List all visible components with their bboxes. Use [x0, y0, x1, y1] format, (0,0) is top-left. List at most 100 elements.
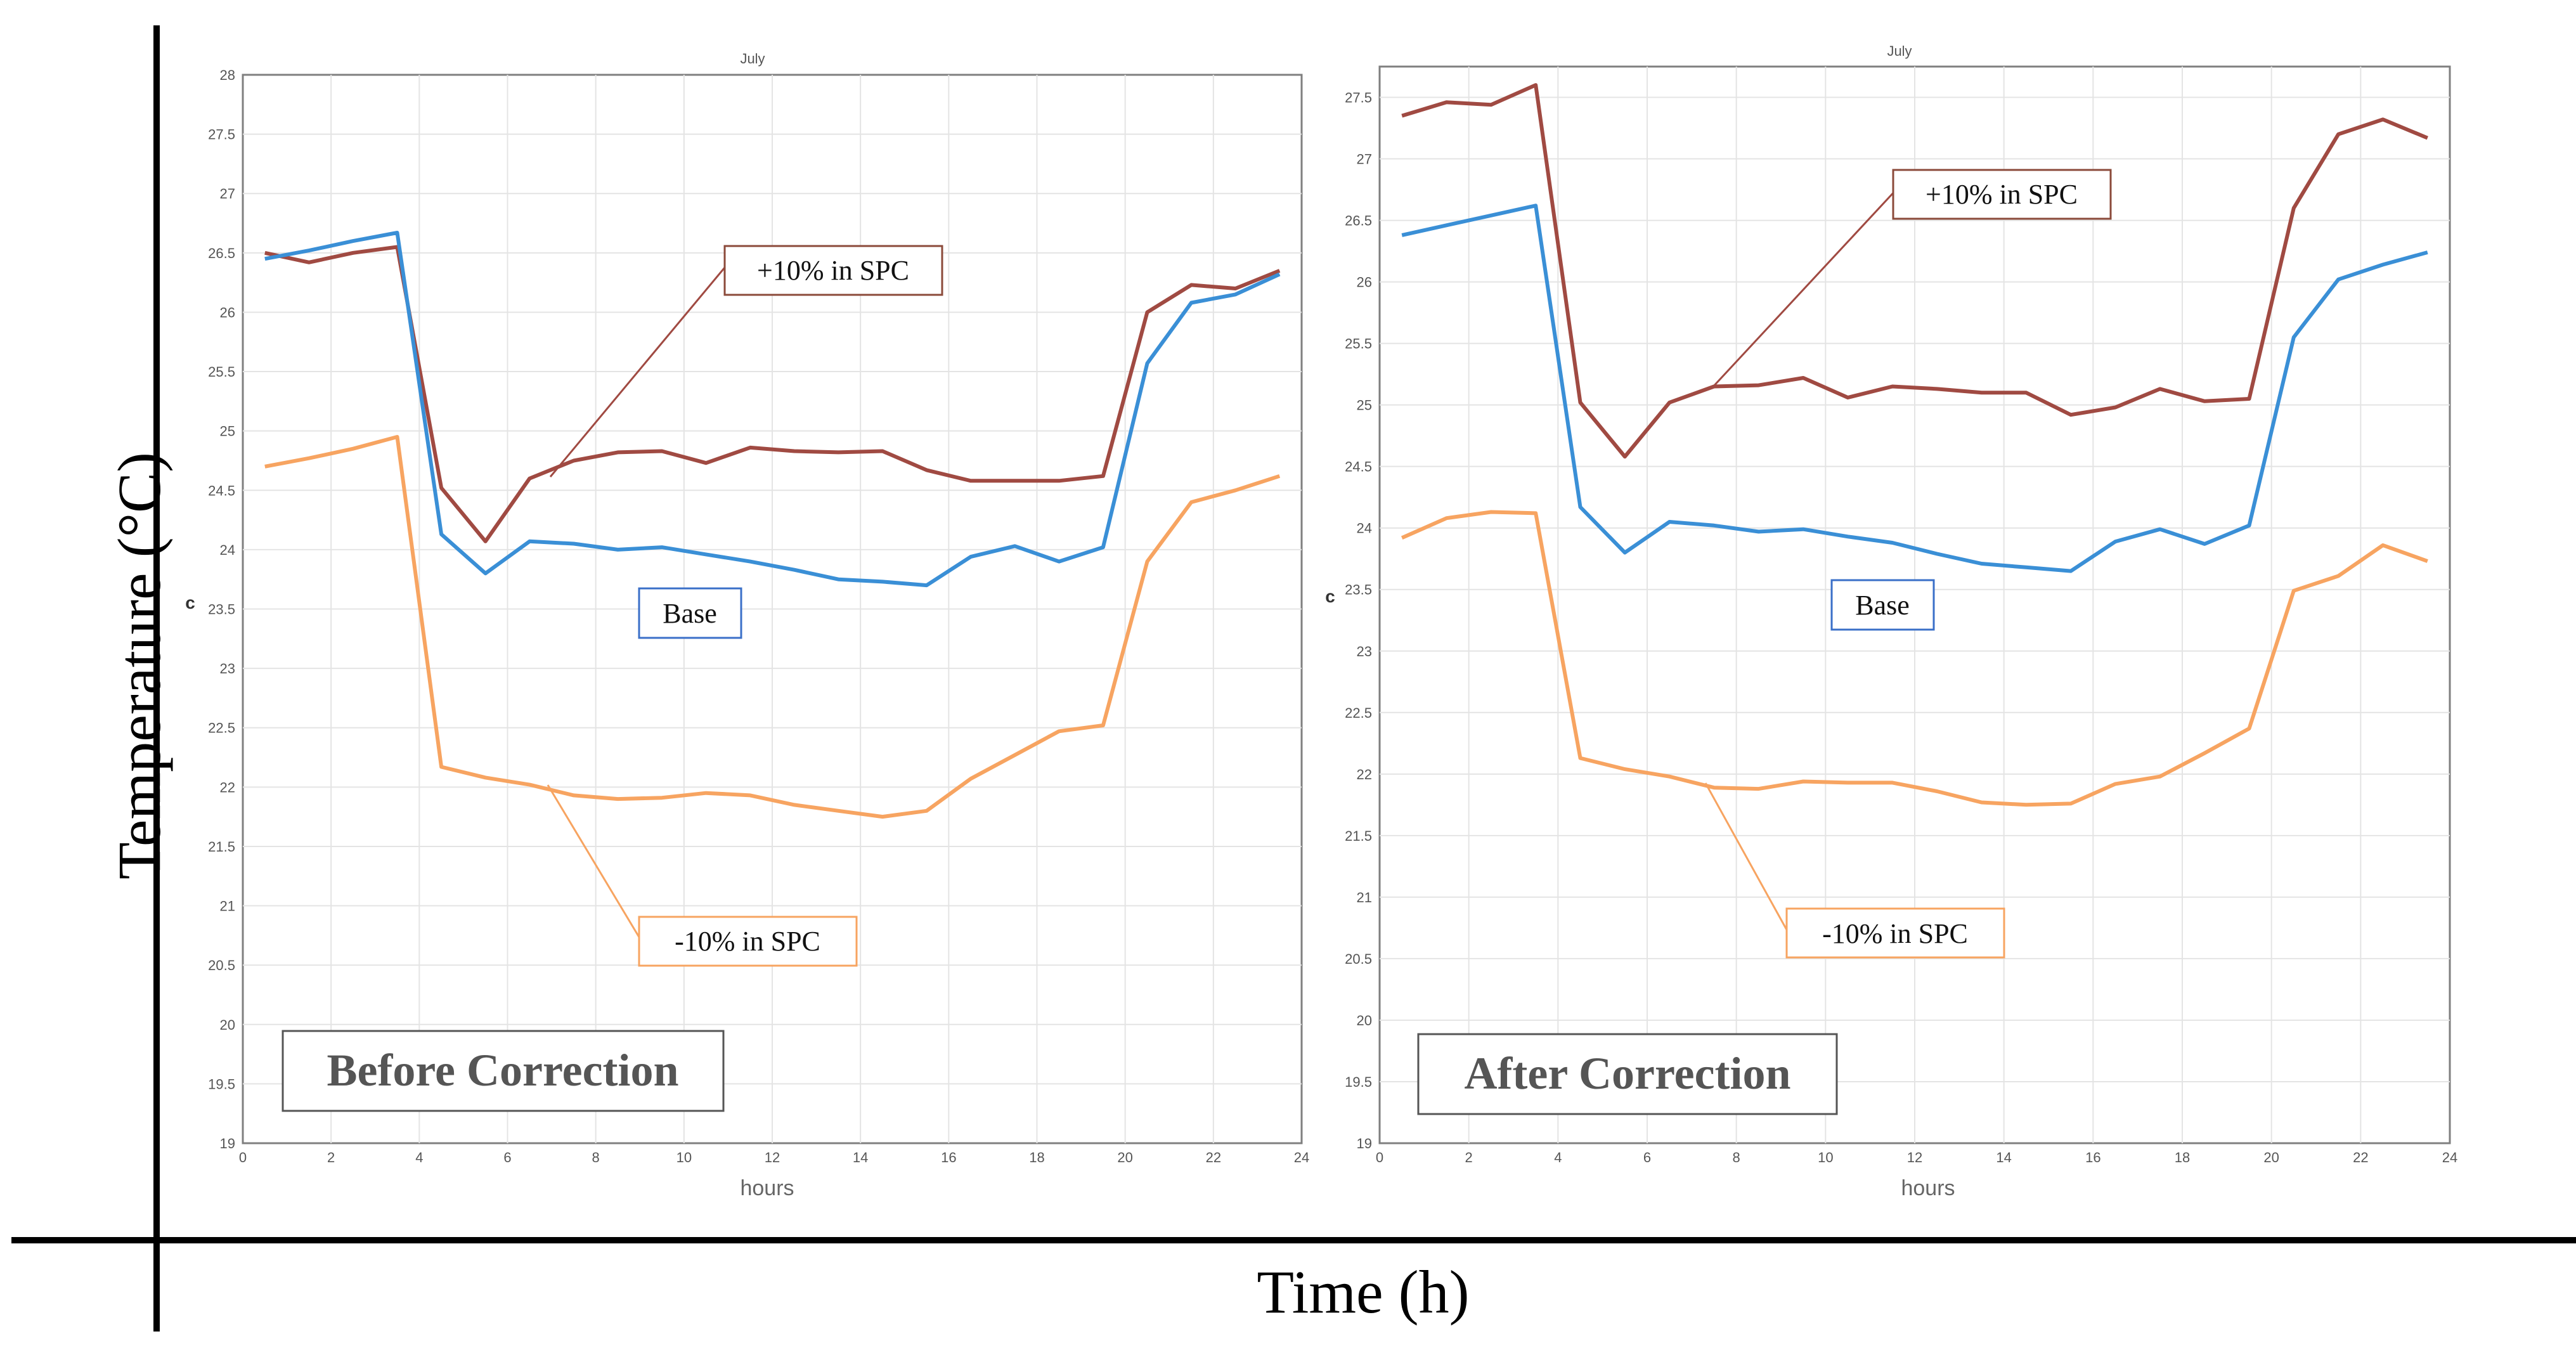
annotation-box-plus10 — [1892, 169, 2112, 220]
y-tick-label: 26 — [220, 304, 235, 320]
annotation-box-minus10 — [638, 916, 858, 967]
annotation-box-base — [1830, 579, 1935, 631]
y-tick-label: 21.5 — [1345, 828, 1372, 844]
annotation-text-base: Base — [663, 598, 717, 629]
y-tick-label: 23 — [220, 661, 235, 677]
x-tick-label: 0 — [1376, 1150, 1383, 1165]
x-axis-label: hours — [740, 1176, 794, 1200]
series-line-minus10 — [264, 435, 1281, 819]
x-tick-label: 2 — [1465, 1150, 1473, 1165]
annotation-leader-minus10 — [547, 784, 640, 938]
chart-title: July — [1887, 43, 1912, 59]
series-line-base — [264, 231, 1281, 588]
y-tick-label: 27.5 — [1345, 90, 1372, 106]
y-tick-label: 25 — [1357, 398, 1372, 413]
y-tick-label: 25.5 — [208, 364, 235, 380]
y-tick-label: 21 — [220, 898, 235, 914]
x-tick-label: 4 — [415, 1150, 423, 1165]
annotation-text-minus10: -10% in SPC — [675, 926, 820, 957]
y-tick-label: 19.5 — [1345, 1074, 1372, 1090]
x-tick-label: 24 — [2442, 1150, 2457, 1165]
y-tick-label: 25.5 — [1345, 336, 1372, 352]
x-tick-label: 8 — [1733, 1150, 1740, 1165]
x-tick-label: 12 — [1907, 1150, 1922, 1165]
x-tick-label: 16 — [2085, 1150, 2100, 1165]
annotation-box-plus10 — [723, 245, 943, 296]
annotation-text-base: Base — [1855, 590, 1910, 621]
annotation-leader-plus10 — [1711, 189, 1897, 389]
y-tick-label: 23.5 — [208, 602, 235, 618]
x-tick-label: 2 — [327, 1150, 335, 1165]
x-axis-label: hours — [1901, 1176, 1955, 1200]
annotation-box-minus10 — [1785, 907, 2005, 959]
y-tick-label: 23 — [1357, 644, 1372, 659]
y-tick-label: 24.5 — [1345, 459, 1372, 475]
y-tick-label: 19 — [1357, 1136, 1372, 1151]
x-tick-label: 6 — [503, 1150, 511, 1165]
y-tick-label: 28 — [220, 67, 235, 83]
y-tick-label: 20 — [220, 1017, 235, 1033]
y-tick-label: 20 — [1357, 1013, 1372, 1028]
x-tick-label: 20 — [1117, 1150, 1132, 1165]
correction-label-box — [282, 1030, 725, 1112]
y-tick-label: 26.5 — [208, 245, 235, 261]
x-tick-label: 10 — [1818, 1150, 1833, 1165]
y-tick-label: 26.5 — [1345, 213, 1372, 229]
x-tick-label: 22 — [2353, 1150, 2368, 1165]
series-line-plus10 — [1401, 83, 2428, 459]
x-tick-label: 12 — [765, 1150, 780, 1165]
x-tick-label: 0 — [239, 1150, 247, 1165]
correction-label-box — [1417, 1033, 1838, 1115]
y-axis-unit: c — [1325, 587, 1335, 606]
correction-label: After Correction — [1464, 1048, 1790, 1099]
y-tick-label: 24 — [1357, 521, 1372, 536]
x-tick-label: 6 — [1643, 1150, 1651, 1165]
annotation-text-minus10: -10% in SPC — [1822, 918, 1968, 949]
series-line-minus10 — [1401, 510, 2428, 807]
annotation-leader-plus10 — [549, 267, 726, 477]
y-tick-label: 22 — [1357, 767, 1372, 782]
y-tick-label: 22 — [220, 779, 235, 795]
chart-title: July — [740, 51, 765, 67]
y-tick-label: 27 — [1357, 152, 1372, 167]
figure-x-label: Time (h) — [1257, 1258, 1469, 1326]
x-tick-label: 22 — [1206, 1150, 1221, 1165]
y-axis-unit: c — [185, 593, 195, 612]
y-tick-label: 26 — [1357, 275, 1372, 290]
annotation-leader-minus10 — [1704, 782, 1789, 933]
y-tick-label: 27 — [220, 186, 235, 202]
y-tick-label: 20.5 — [1345, 951, 1372, 967]
x-tick-label: 18 — [1029, 1150, 1044, 1165]
y-tick-label: 19.5 — [208, 1076, 235, 1092]
correction-label: Before Correction — [327, 1045, 678, 1096]
x-tick-label: 10 — [676, 1150, 692, 1165]
x-tick-label: 20 — [2263, 1150, 2279, 1165]
annotation-text-plus10: +10% in SPC — [1926, 179, 2078, 210]
series-line-plus10 — [264, 245, 1281, 543]
x-tick-label: 8 — [592, 1150, 600, 1165]
x-tick-label: 18 — [2175, 1150, 2190, 1165]
y-tick-label: 24 — [220, 542, 235, 558]
x-tick-label: 4 — [1554, 1150, 1562, 1165]
chart-before-correction: July 1919.52020.52121.52222.52323.52424.… — [185, 51, 1309, 1200]
y-tick-label: 27.5 — [208, 127, 235, 143]
x-tick-label: 24 — [1294, 1150, 1309, 1165]
x-tick-label: 14 — [853, 1150, 868, 1165]
x-tick-label: 14 — [1996, 1150, 2011, 1165]
y-tick-label: 23.5 — [1345, 582, 1372, 598]
y-tick-label: 21.5 — [208, 839, 235, 855]
chart-after-correction: July 1919.52020.52121.52222.52323.52424.… — [1325, 43, 2457, 1200]
x-tick-label: 16 — [941, 1150, 956, 1165]
y-tick-label: 24.5 — [208, 483, 235, 498]
y-tick-label: 20.5 — [208, 957, 235, 973]
y-tick-label: 25 — [220, 424, 235, 439]
y-tick-label: 22.5 — [1345, 705, 1372, 721]
y-tick-label: 21 — [1357, 890, 1372, 905]
annotation-box-base — [638, 587, 742, 639]
y-tick-label: 22.5 — [208, 720, 235, 736]
y-tick-label: 19 — [220, 1136, 235, 1151]
annotation-text-plus10: +10% in SPC — [757, 255, 909, 286]
figure-y-label: Temperature (°C) — [105, 452, 173, 879]
series-line-base — [1401, 204, 2428, 573]
